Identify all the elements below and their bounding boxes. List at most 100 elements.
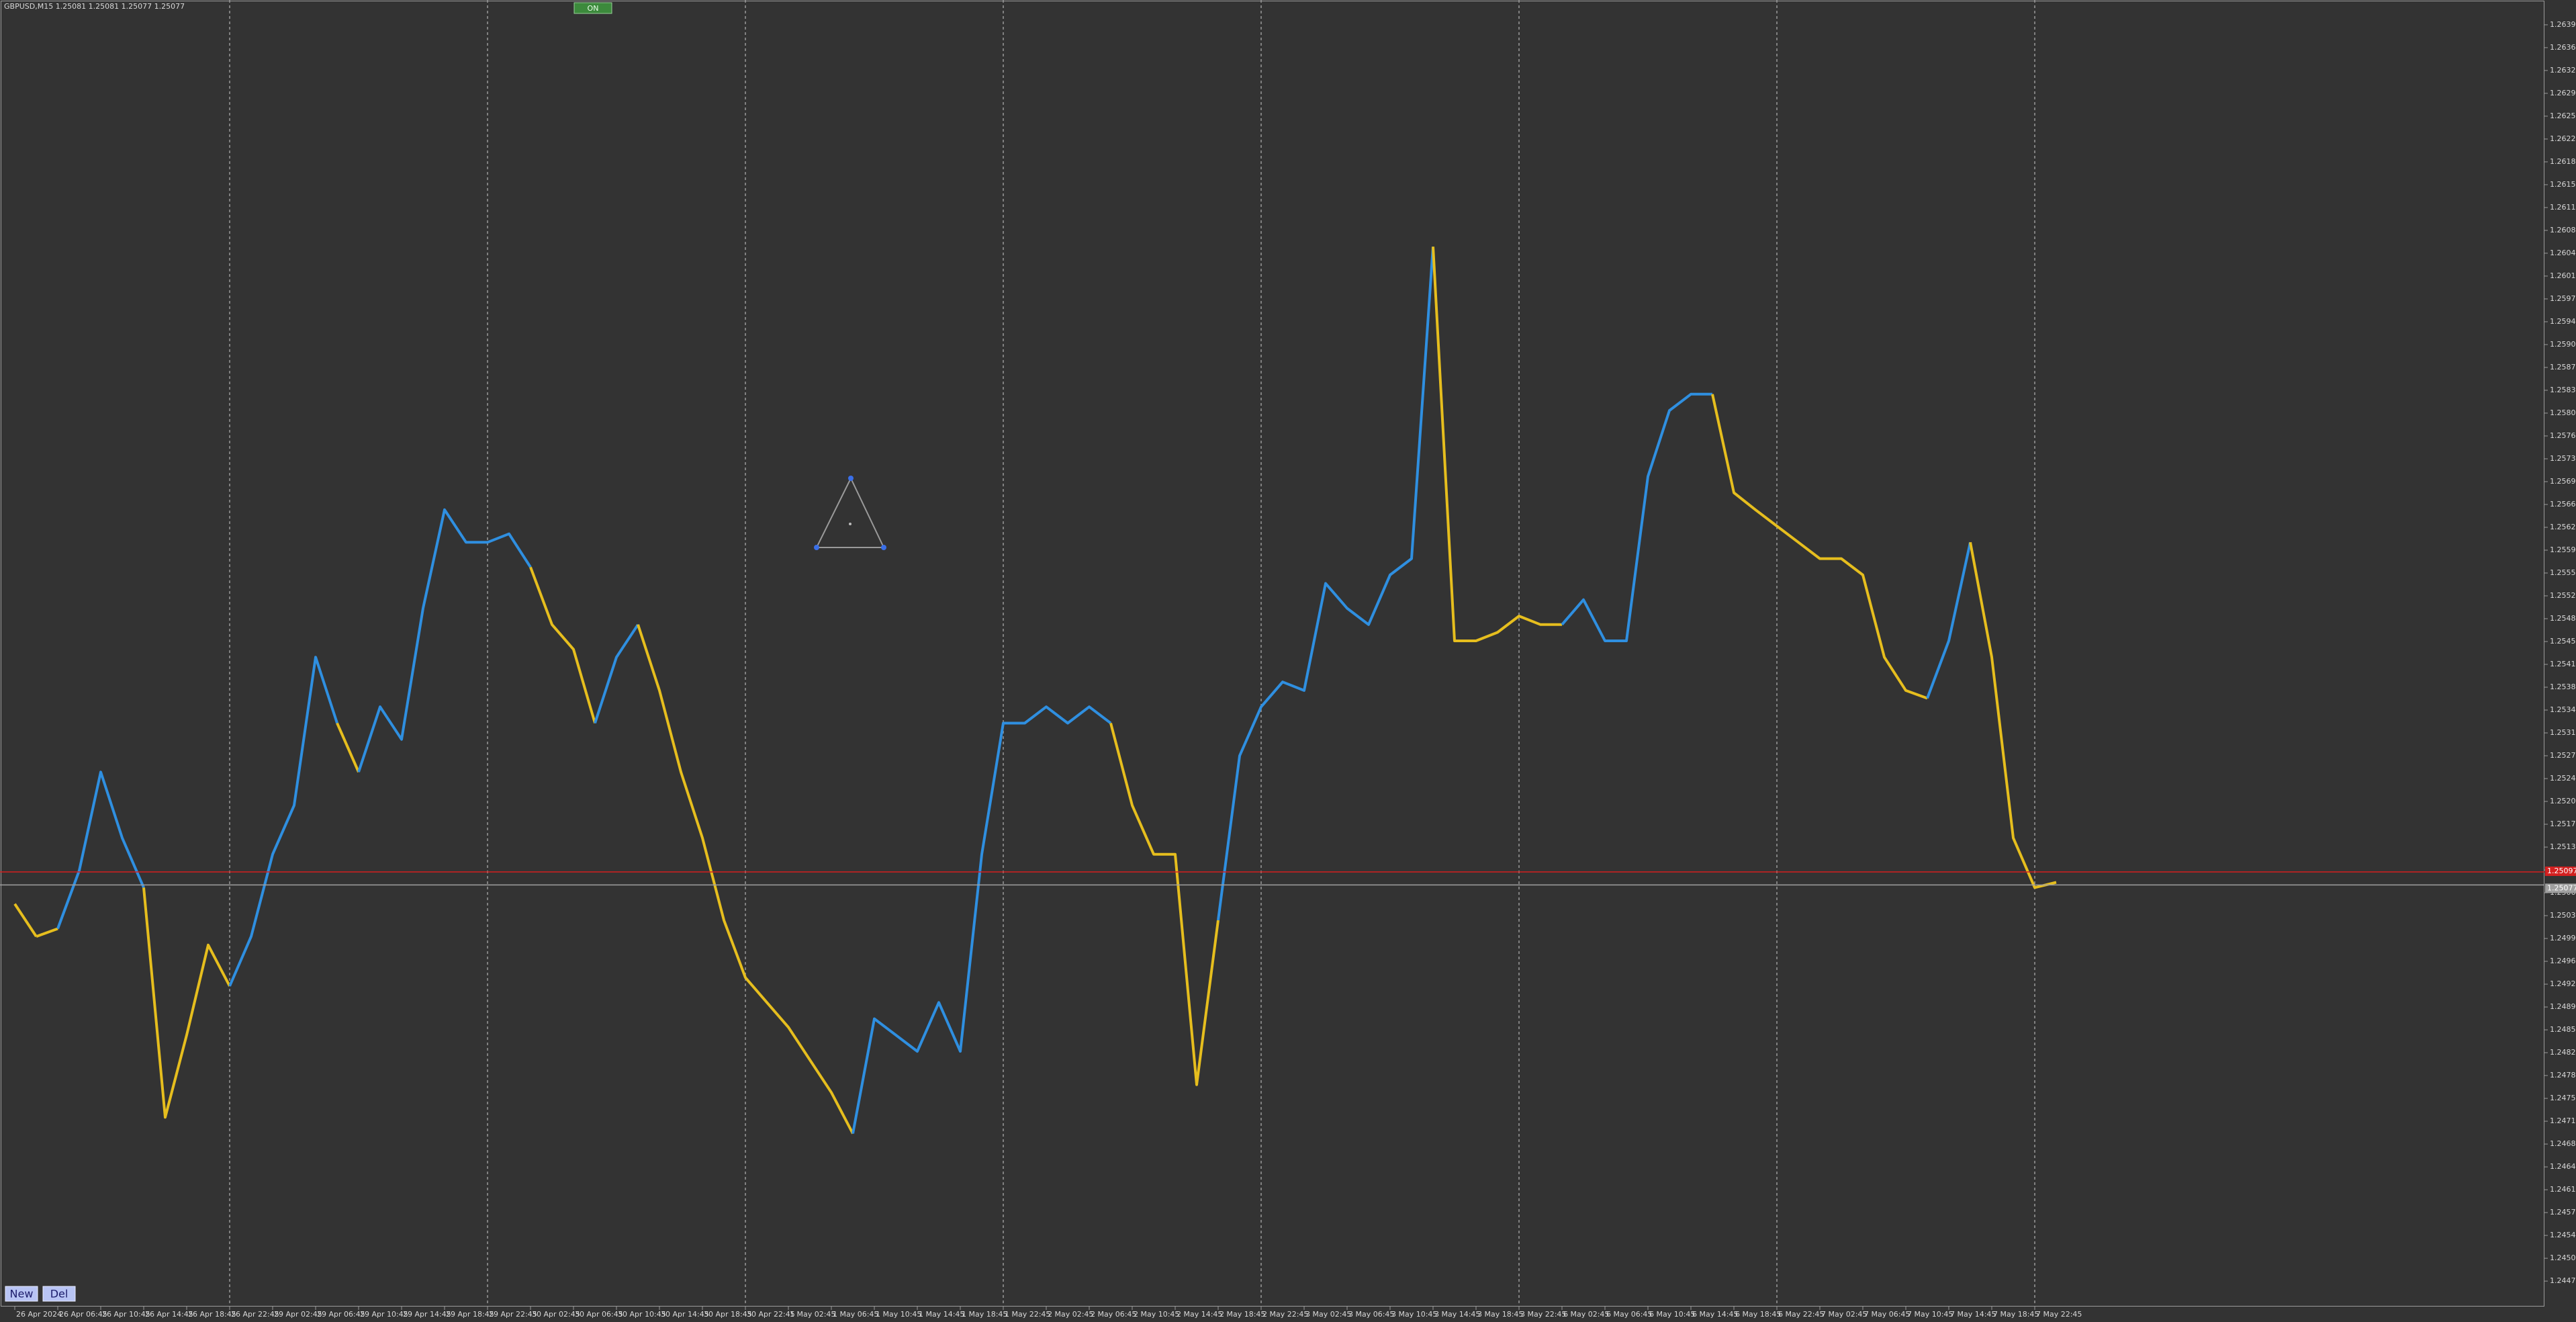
toggle-box — [573, 2, 612, 14]
button-box — [42, 1286, 76, 1302]
button-box — [5, 1286, 38, 1302]
button-label: Del — [50, 1288, 68, 1301]
x-tick-label: 6 May 18:45 — [1735, 1310, 1781, 1319]
y-tick-label: 1.24645 — [2550, 1162, 2576, 1171]
x-tick-label: 26 Apr 06:45 — [59, 1310, 107, 1319]
x-tick-label: 7 May 06:45 — [1864, 1310, 1910, 1319]
price-line — [357, 508, 532, 773]
toggle-label: ON — [588, 4, 599, 13]
y-tick-label: 1.25940 — [2550, 317, 2576, 326]
x-tick-label: 30 Apr 14:45 — [661, 1310, 709, 1319]
y-tick-label: 1.24470 — [2550, 1276, 2576, 1285]
x-tick-label: 26 Apr 2024 — [16, 1310, 62, 1319]
price-line — [594, 623, 639, 724]
plot-frame — [1, 1, 2544, 1307]
del-button[interactable]: Del — [42, 1286, 76, 1302]
x-tick-label: 6 May 22:45 — [1778, 1310, 1824, 1319]
toggle-button[interactable]: ON — [573, 2, 612, 14]
y-tick-label: 1.24505 — [2550, 1253, 2576, 1262]
x-tick-label: 26 Apr 18:45 — [188, 1310, 236, 1319]
new-button[interactable]: New — [5, 1286, 38, 1302]
y-tick-label: 1.26010 — [2550, 271, 2576, 280]
y-tick-label: 1.25275 — [2550, 751, 2576, 760]
x-tick-label: 6 May 06:45 — [1606, 1310, 1652, 1319]
vertex — [881, 545, 886, 550]
y-tick-label: 1.25135 — [2550, 842, 2576, 851]
price-box — [2545, 883, 2576, 893]
y-tick-label: 1.24610 — [2550, 1185, 2576, 1194]
y-tick-label: 1.25415 — [2550, 660, 2576, 668]
y-tick-label: 1.25660 — [2550, 500, 2576, 509]
y-tick-label: 1.25345 — [2550, 705, 2576, 714]
x-tick-label: 30 Apr 06:45 — [575, 1310, 623, 1319]
y-tick-label: 1.26080 — [2550, 226, 2576, 234]
price-line — [1969, 541, 2057, 889]
y-tick-label: 1.26395 — [2550, 20, 2576, 29]
center-point — [849, 523, 852, 525]
y-tick-label: 1.24820 — [2550, 1048, 2576, 1057]
price-line — [637, 624, 854, 1135]
price-line — [142, 887, 231, 1119]
price-line — [336, 722, 360, 773]
y-tick-label: 1.25450 — [2550, 637, 2576, 646]
x-tick-label: 7 May 10:45 — [1907, 1310, 1953, 1319]
price-line — [1561, 392, 1712, 642]
x-tick-label: 1 May 06:45 — [833, 1310, 878, 1319]
y-tick-label: 1.25240 — [2550, 774, 2576, 783]
y-tick-label: 1.25555 — [2550, 568, 2576, 577]
x-tick-label: 30 Apr 18:45 — [704, 1310, 752, 1319]
y-tick-label: 1.26220 — [2550, 134, 2576, 143]
price-line — [228, 656, 338, 987]
x-tick-label: 2 May 14:45 — [1177, 1310, 1222, 1319]
y-tick-label: 1.24575 — [2550, 1208, 2576, 1217]
y-tick-label: 1.25170 — [2550, 820, 2576, 828]
x-tick-label: 3 May 22:45 — [1520, 1310, 1566, 1319]
x-tick-label: 26 Apr 10:45 — [102, 1310, 150, 1319]
y-tick-label: 1.26255 — [2550, 112, 2576, 120]
x-tick-label: 6 May 14:45 — [1692, 1310, 1738, 1319]
y-tick-label: 1.25030 — [2550, 911, 2576, 920]
x-tick-label: 7 May 18:45 — [1993, 1310, 2039, 1319]
price-box-label: 1.25077 — [2547, 883, 2576, 892]
y-tick-label: 1.24785 — [2550, 1071, 2576, 1079]
x-tick-label: 2 May 22:45 — [1262, 1310, 1308, 1319]
price-line — [13, 903, 38, 938]
y-tick-label: 1.25205 — [2550, 797, 2576, 805]
y-tick-label: 1.24995 — [2550, 934, 2576, 942]
price-line — [1926, 541, 1972, 699]
y-tick-label: 1.24750 — [2550, 1094, 2576, 1102]
y-tick-label: 1.25975 — [2550, 294, 2576, 303]
y-tick-label: 1.24715 — [2550, 1116, 2576, 1125]
x-tick-label: 3 May 18:45 — [1477, 1310, 1523, 1319]
x-tick-label: 26 Apr 14:45 — [145, 1310, 193, 1319]
y-tick-label: 1.25835 — [2550, 386, 2576, 394]
x-tick-label: 7 May 14:45 — [1950, 1310, 1996, 1319]
triangle — [815, 476, 885, 548]
x-tick-label: 6 May 10:45 — [1649, 1310, 1695, 1319]
x-tick-label: 30 Apr 10:45 — [618, 1310, 666, 1319]
price-line — [1711, 394, 1928, 700]
y-tick-label: 1.24890 — [2550, 1002, 2576, 1011]
price-line — [529, 566, 596, 724]
y-tick-label: 1.25905 — [2550, 340, 2576, 349]
x-tick-label: 2 May 02:45 — [1048, 1310, 1093, 1319]
y-tick-label: 1.26290 — [2550, 89, 2576, 97]
x-tick-label: 29 Apr 22:45 — [489, 1310, 537, 1319]
x-tick-label: 29 Apr 14:45 — [403, 1310, 451, 1319]
x-tick-label: 3 May 10:45 — [1391, 1310, 1437, 1319]
triangle-object[interactable] — [814, 476, 886, 550]
y-tick-label: 1.25485 — [2550, 614, 2576, 623]
x-tick-label: 7 May 22:45 — [2036, 1310, 2082, 1319]
y-tick-label: 1.24960 — [2550, 957, 2576, 965]
x-tick-label: 6 May 02:45 — [1563, 1310, 1609, 1319]
x-tick-label: 29 Apr 18:45 — [446, 1310, 494, 1319]
y-tick-label: 1.24540 — [2550, 1231, 2576, 1239]
y-tick-label: 1.25730 — [2550, 454, 2576, 463]
vertex — [814, 545, 819, 550]
y-tick-label: 1.25520 — [2550, 591, 2576, 600]
y-tick-label: 1.26045 — [2550, 249, 2576, 257]
y-tick-label: 1.26360 — [2550, 43, 2576, 52]
price-box-label: 1.25097 — [2547, 867, 2576, 875]
x-tick-label: 29 Apr 06:45 — [317, 1310, 365, 1319]
